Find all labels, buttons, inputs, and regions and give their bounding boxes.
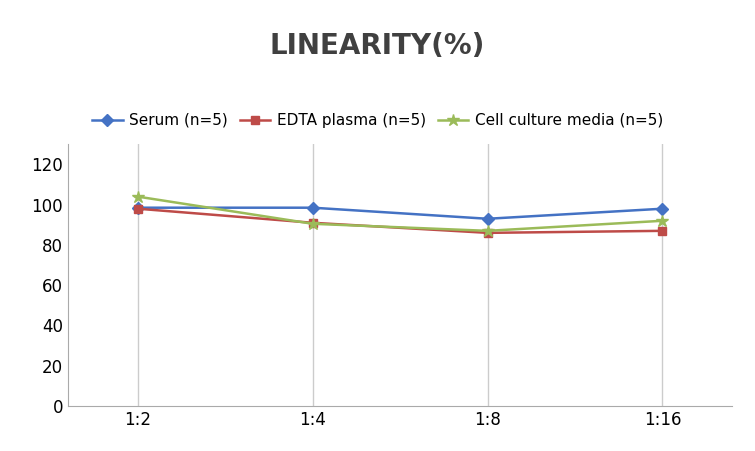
Legend: Serum (n=5), EDTA plasma (n=5), Cell culture media (n=5): Serum (n=5), EDTA plasma (n=5), Cell cul… bbox=[86, 107, 669, 134]
Text: LINEARITY(%): LINEARITY(%) bbox=[270, 32, 485, 60]
